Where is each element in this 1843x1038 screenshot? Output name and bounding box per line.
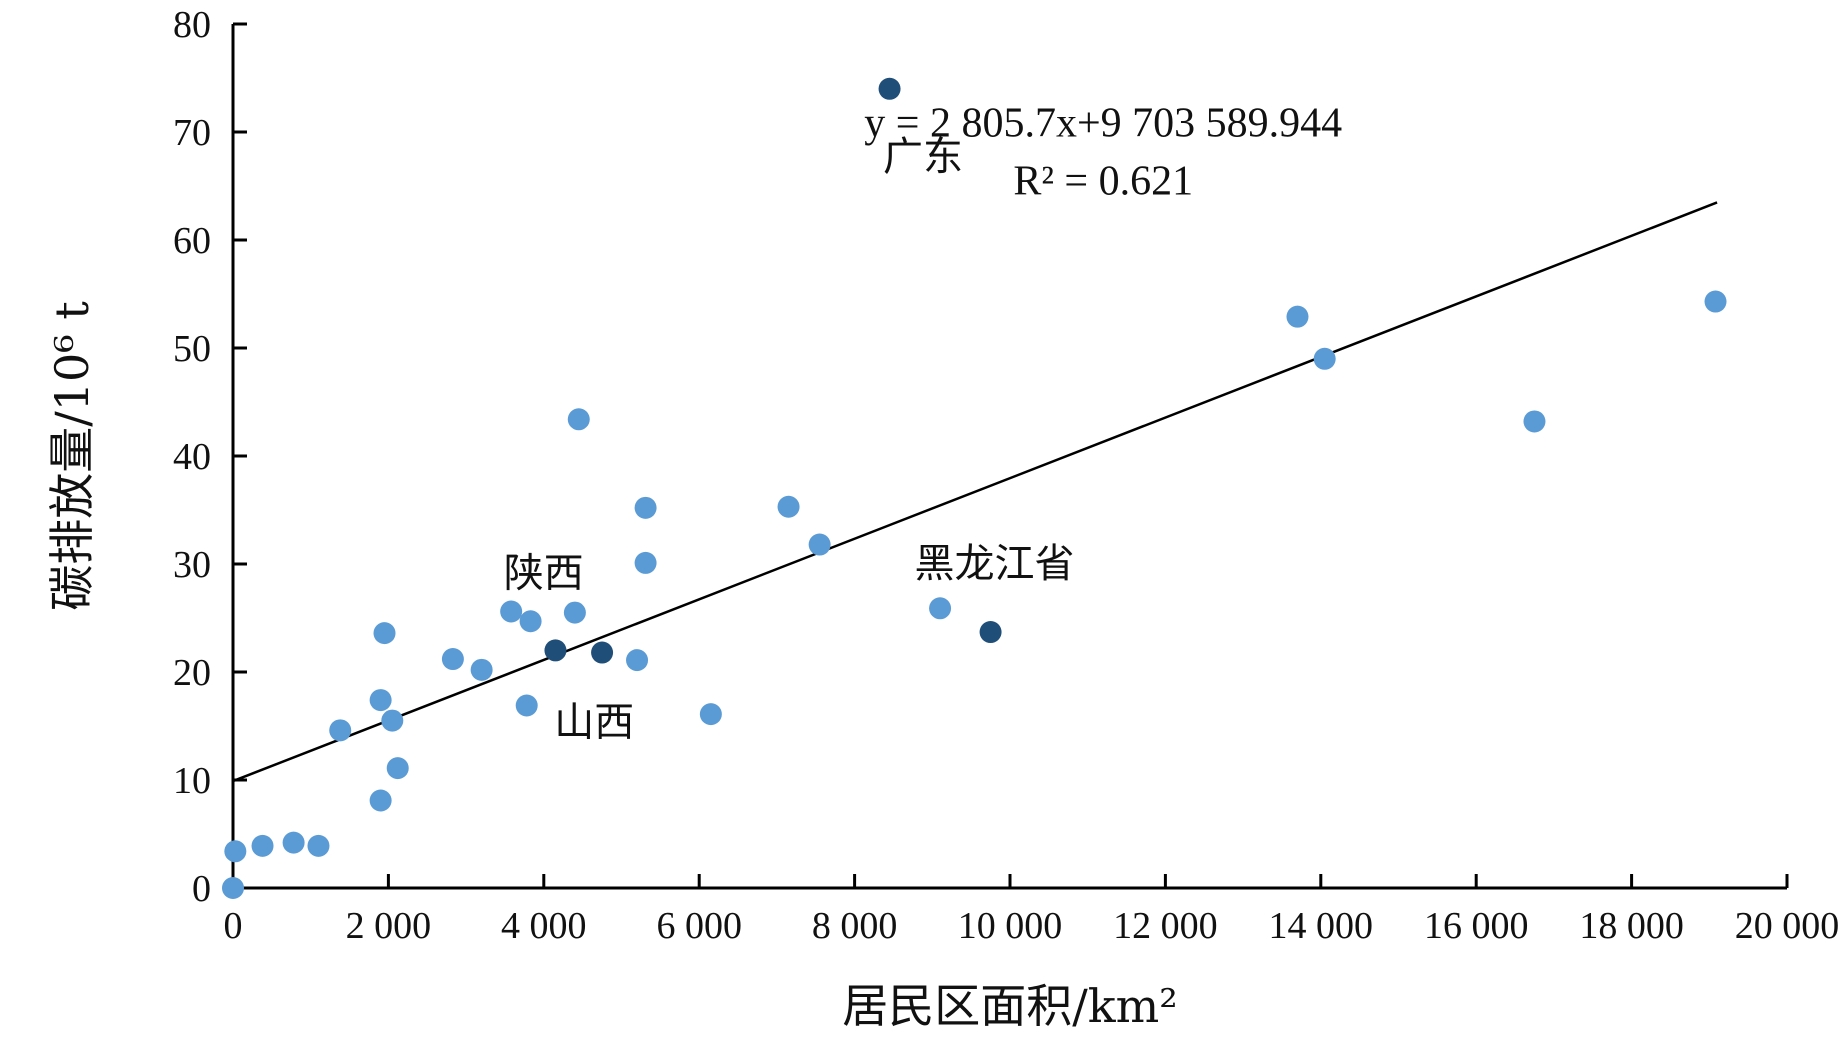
data-point	[1286, 305, 1309, 328]
data-point	[929, 597, 952, 620]
data-point	[470, 658, 493, 681]
x-tick-label: 2 000	[346, 905, 432, 947]
highlight-point	[979, 621, 1002, 644]
highlight-point	[544, 639, 567, 662]
r-squared-label: R² = 0.621	[1013, 159, 1193, 205]
data-point	[329, 719, 352, 742]
x-tick-label: 18 000	[1579, 905, 1684, 947]
data-point	[634, 551, 657, 574]
data-point	[381, 709, 404, 732]
x-tick-label: 6 000	[656, 905, 742, 947]
data-point	[1313, 347, 1336, 370]
x-tick-label: 10 000	[958, 905, 1063, 947]
x-tick-label: 20 000	[1735, 905, 1840, 947]
data-point	[369, 689, 392, 712]
data-point	[307, 834, 330, 857]
data-point	[777, 495, 800, 518]
point-annotation: 山西	[554, 700, 634, 746]
data-point	[634, 496, 657, 519]
point-annotation: 陕西	[504, 551, 584, 597]
x-axis-title: 居民区面积/km²	[842, 979, 1177, 1033]
data-point	[500, 600, 523, 623]
y-tick-label: 50	[173, 328, 211, 370]
data-point	[563, 601, 586, 624]
highlight-point	[878, 77, 901, 100]
x-tick-label: 4 000	[501, 905, 587, 947]
x-tick-label: 14 000	[1269, 905, 1374, 947]
data-points	[222, 77, 1727, 899]
trendline-layer	[232, 201, 1718, 783]
y-tick-label: 70	[173, 112, 211, 154]
x-tick-label: 0	[224, 905, 243, 947]
data-point	[1523, 410, 1546, 433]
data-point	[1704, 290, 1727, 313]
data-point	[224, 840, 247, 863]
tick-marks	[231, 22, 1789, 890]
regression-equation: y = 2 805.7x+9 703 589.944	[864, 100, 1342, 146]
x-tick-label: 12 000	[1113, 905, 1218, 947]
data-point	[386, 757, 409, 780]
x-tick-label: 16 000	[1424, 905, 1529, 947]
data-point	[519, 610, 542, 633]
axes	[231, 24, 1787, 890]
x-tick-label: 8 000	[812, 905, 898, 947]
y-tick-label: 40	[173, 436, 211, 478]
point-annotation: 广东	[883, 134, 963, 180]
y-axis-title: 碳排放量/10⁶ t	[45, 301, 99, 611]
trendline	[232, 201, 1718, 783]
y-tick-label: 30	[173, 544, 211, 586]
data-point	[251, 834, 274, 857]
data-point	[515, 694, 538, 717]
y-tick-label: 10	[173, 760, 211, 802]
data-point	[373, 622, 396, 645]
y-tick-label: 80	[173, 4, 211, 46]
data-point	[282, 831, 305, 854]
data-point	[222, 877, 244, 899]
data-point	[441, 648, 464, 671]
point-annotation: 黑龙江省	[914, 541, 1074, 587]
y-tick-label: 60	[173, 220, 211, 262]
data-point	[567, 408, 590, 431]
data-point	[699, 703, 722, 726]
highlight-point	[591, 641, 614, 664]
data-point	[626, 649, 649, 672]
data-point	[369, 789, 392, 812]
y-tick-label: 0	[192, 868, 211, 910]
y-tick-label: 20	[173, 652, 211, 694]
tick-labels: 0 2 000 4 000 6 000 8 000 10 000 12 000 14 000 1…	[173, 4, 1839, 947]
data-point	[808, 533, 831, 556]
